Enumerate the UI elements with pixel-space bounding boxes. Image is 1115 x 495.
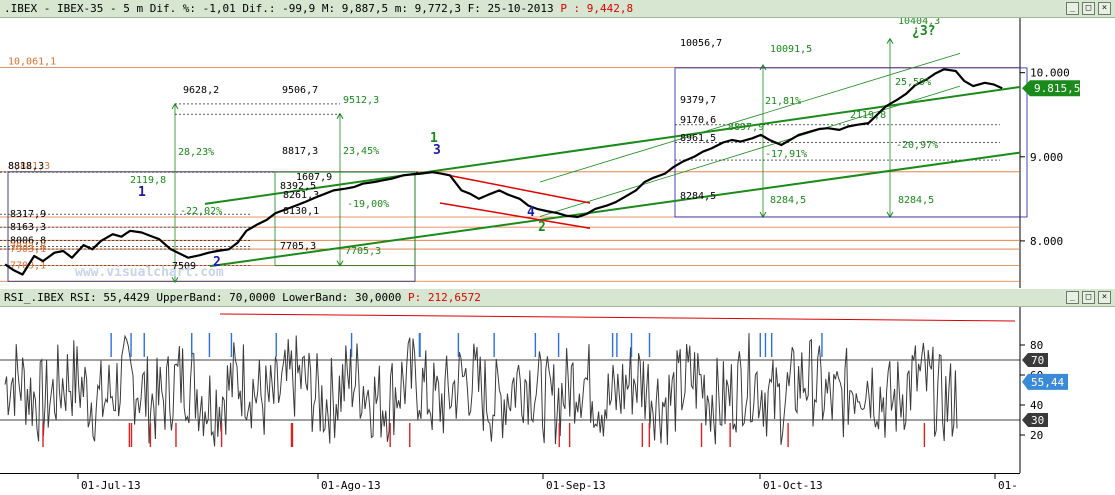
fib-label: -20,97% [896,140,938,151]
fib-label: 1607,9 [296,172,332,183]
fib-label: 8284,5 [770,195,806,206]
rsi-band-label: 70 [1031,354,1044,367]
rsi-y-tick-label: 40 [1030,399,1043,412]
x-axis: 01-Jul-13 01-Ago-13 01-Sep-13 01-Oct-13 01- [0,473,1115,495]
x-tick-label: 01- [998,479,1018,492]
fib-label: -19,00% [347,199,389,210]
y-tick-label: 9.000 [1030,151,1063,164]
current-value-badge [1022,80,1080,97]
fib-label: 9628,2 [183,85,219,96]
wave-label: 4 [527,205,535,220]
fib-arrow-up [336,112,344,119]
left-level-label: 7903,1 [10,244,46,255]
wedge-line-lower [439,202,591,230]
rsi-y-tick-label: 20 [1030,429,1043,442]
fib-label: 9379,7 [680,95,716,106]
x-tick-label: 01-Ago-13 [321,479,381,492]
fib-label: 21,81% [765,96,801,107]
wave-label: 1 [138,185,146,200]
watermark: www.visualchart.com [75,265,224,280]
fib-box-mid [274,171,416,267]
fib-label: 25,59% [895,77,931,88]
wave-label: ¿3? [912,24,935,39]
rsi-y-tick-label: 80 [1030,339,1043,352]
fib-label: 9170,6 [680,115,716,126]
rsi-last: P: 212,6572 [407,291,481,304]
rsi-close-button[interactable]: × [1098,291,1111,304]
wedge-line-upper [439,172,591,204]
trend-line-lower [209,151,1021,268]
level-label: 8,821,3 [8,161,50,172]
restore-button[interactable]: □ [1082,2,1095,15]
channel-line-lower [539,85,961,217]
level-label: 8818,3 [8,161,44,172]
main-chart-last: P : 9,442,8 [560,2,634,15]
level-label: 10,061,1 [8,57,56,68]
left-level-label: 8317,9 [10,209,46,220]
x-axis-bg [0,473,1115,495]
left-level-label: 7933,8 [10,241,46,252]
fib-label: 7705,3 [280,241,316,252]
rsi-current-badge [1022,373,1068,390]
fib-label: 10404,3 [898,18,940,27]
fib-label: -22,02% [180,206,222,217]
main-chart-header: .IBEX - IBEX-35 - 5 m Dif. %: -1,01 Dif.… [0,0,1115,18]
fib-arrow-down [171,276,179,284]
wave-label: 1 [430,131,438,146]
rsi-title: RSI_.IBEX RSI: 55,4429 UpperBand: 70,000… [4,291,481,304]
wave-label: 2 [213,255,221,270]
channel-line-upper [539,52,961,183]
rsi-red-trend [219,313,1016,322]
y-tick-label: 8.000 [1030,235,1063,248]
rsi-line [4,333,958,447]
fib-label: 2119,8 [130,175,166,186]
fib-arrow-up [886,37,894,44]
rsi-band-badge [1022,413,1048,427]
fib-label: 10056,7 [680,38,722,49]
rsi-header: RSI_.IBEX RSI: 55,4429 UpperBand: 70,000… [0,289,1115,307]
main-chart-title: .IBEX - IBEX-35 - 5 m Dif. %: -1,01 Dif.… [4,2,634,15]
current-value-label: 9.815,5 [1034,82,1080,95]
wave-label: 3 [433,143,441,158]
fib-label: 8284,5 [680,191,716,202]
close-button[interactable]: × [1098,2,1111,15]
rsi-restore-button[interactable]: □ [1082,291,1095,304]
fib-label: 8897,9 [728,122,764,133]
left-level-label: 8006,8 [10,235,46,246]
fib-label: 7705,3 [345,246,381,257]
minimize-button[interactable]: _ [1066,2,1079,15]
rsi-chart[interactable]: 80604020703055,44 [0,307,1115,473]
fib-label: 28,23% [178,147,214,158]
price-line [4,68,1003,276]
fib-label: 8261,3 [283,190,319,201]
fib-label: 7509 [172,261,196,272]
x-tick-label: 01-Sep-13 [546,479,606,492]
fib-label: 8130,1 [283,206,319,217]
fib-arrow-up [759,64,767,71]
y-tick-label: 10.000 [1030,67,1070,80]
fib-label: 8961,5 [680,133,716,144]
rsi-band-label: 30 [1031,414,1044,427]
left-level-label: 8163,3 [10,222,46,233]
fib-label: 8284,5 [898,195,934,206]
rsi-minimize-button[interactable]: _ [1066,291,1079,304]
fib-label: -17,91% [765,149,807,160]
x-tick-label: 01-Jul-13 [81,479,141,492]
fib-label: 23,45% [343,146,379,157]
rsi-plot-area [0,307,1020,473]
plot-area [0,18,1020,288]
fib-label: 2119,8 [850,110,886,121]
rsi-current-label: 55,44 [1031,376,1064,389]
wave-label: 2 [538,220,546,235]
rsi-band-badge [1022,353,1048,367]
fib-label: 9512,3 [343,95,379,106]
fib-label: 8392,5 [280,181,316,192]
fib-label: 9506,7 [282,85,318,96]
fib-label: 8817,3 [282,146,318,157]
fib-label: 10091,5 [770,44,812,55]
x-tick-label: 01-Oct-13 [763,479,823,492]
